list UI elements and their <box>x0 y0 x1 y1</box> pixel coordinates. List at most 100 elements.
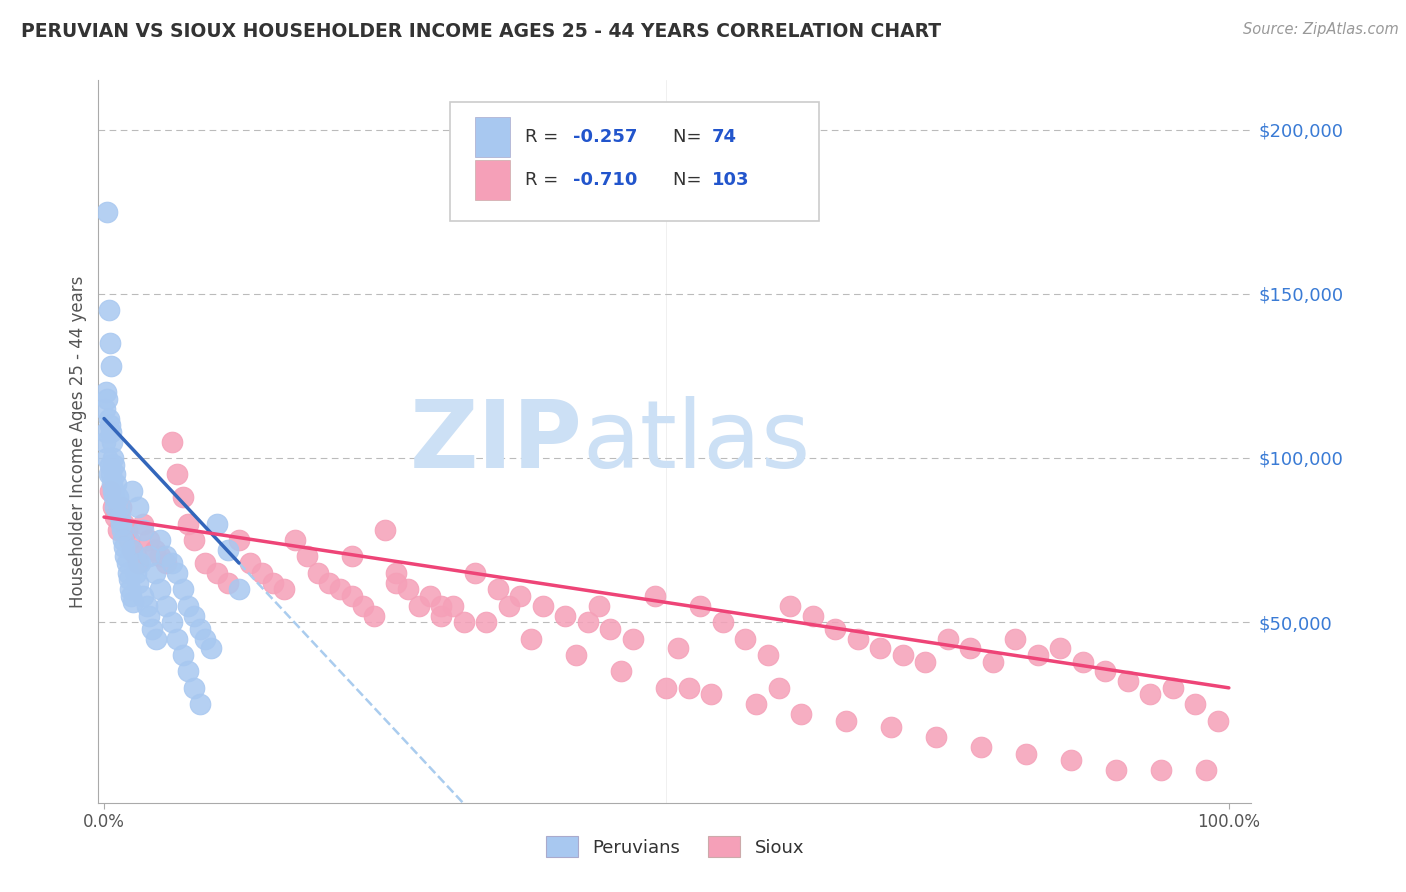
Point <box>107 500 129 515</box>
Point <box>385 566 408 580</box>
Point <box>756 648 779 662</box>
Point <box>711 615 734 630</box>
Point <box>498 599 520 613</box>
Point <box>250 566 273 580</box>
Point <box>599 622 621 636</box>
Point <box>98 458 121 472</box>
Point <box>464 566 486 580</box>
Point <box>385 575 408 590</box>
Point <box>103 491 125 505</box>
Point <box>554 608 576 623</box>
Point <box>1195 763 1218 777</box>
Point <box>408 599 430 613</box>
Text: PERUVIAN VS SIOUX HOUSEHOLDER INCOME AGES 25 - 44 YEARS CORRELATION CHART: PERUVIAN VS SIOUX HOUSEHOLDER INCOME AGE… <box>21 22 941 41</box>
Point <box>936 632 959 646</box>
Point <box>155 556 177 570</box>
Point <box>644 589 666 603</box>
Point <box>441 599 464 613</box>
Point <box>103 458 125 472</box>
Point <box>132 589 155 603</box>
Point <box>205 516 228 531</box>
Point <box>200 641 222 656</box>
Point <box>110 500 132 515</box>
Point <box>1139 687 1161 701</box>
Point <box>188 622 211 636</box>
Point <box>112 540 135 554</box>
Point <box>869 641 891 656</box>
Point <box>114 549 136 564</box>
Text: N=: N= <box>672 128 707 145</box>
FancyBboxPatch shape <box>450 102 820 221</box>
Text: 103: 103 <box>711 171 749 189</box>
Point <box>100 467 122 482</box>
Point <box>98 418 121 433</box>
Point <box>363 608 385 623</box>
Point <box>145 632 167 646</box>
Point <box>1184 698 1206 712</box>
Point <box>509 589 531 603</box>
Point <box>101 477 124 491</box>
Point <box>101 450 124 465</box>
Text: R =: R = <box>524 171 564 189</box>
Point <box>1026 648 1049 662</box>
Point <box>104 467 127 482</box>
Point <box>160 556 183 570</box>
Y-axis label: Householder Income Ages 25 - 44 years: Householder Income Ages 25 - 44 years <box>69 276 87 607</box>
Point <box>678 681 700 695</box>
Point <box>135 599 157 613</box>
Text: -0.710: -0.710 <box>574 171 638 189</box>
Point <box>160 615 183 630</box>
Point <box>1015 747 1038 761</box>
Point <box>115 523 138 537</box>
Point <box>959 641 981 656</box>
Point <box>419 589 441 603</box>
Point <box>396 582 419 597</box>
Point <box>520 632 543 646</box>
Point <box>1105 763 1128 777</box>
Point <box>1161 681 1184 695</box>
Point <box>166 467 188 482</box>
Point <box>120 589 142 603</box>
Point <box>132 523 155 537</box>
Point <box>790 707 813 722</box>
Point <box>121 483 143 498</box>
Point <box>374 523 396 537</box>
Point <box>177 599 200 613</box>
Point <box>112 533 135 547</box>
Point <box>588 599 610 613</box>
Point <box>96 450 118 465</box>
Point <box>96 392 118 406</box>
Point <box>745 698 768 712</box>
Point <box>655 681 678 695</box>
Point <box>430 599 453 613</box>
Point <box>846 632 869 646</box>
Point <box>340 589 363 603</box>
Point <box>205 566 228 580</box>
Legend: Peruvians, Sioux: Peruvians, Sioux <box>538 829 811 864</box>
Point <box>340 549 363 564</box>
Point <box>96 204 118 219</box>
Point <box>149 533 172 547</box>
Point <box>115 556 138 570</box>
Text: 74: 74 <box>711 128 737 145</box>
Point <box>149 582 172 597</box>
Point <box>118 533 141 547</box>
Point <box>143 542 166 557</box>
Point <box>531 599 554 613</box>
Point <box>188 698 211 712</box>
Point <box>100 359 122 373</box>
Point <box>914 655 936 669</box>
Point <box>124 566 146 580</box>
Point <box>183 533 205 547</box>
Point <box>96 385 118 400</box>
Point <box>228 533 250 547</box>
Point <box>172 491 194 505</box>
Point <box>96 425 118 439</box>
Text: N=: N= <box>672 171 707 189</box>
Point <box>127 500 149 515</box>
Point <box>94 401 117 416</box>
Point <box>1049 641 1071 656</box>
Point <box>129 556 152 570</box>
Point <box>1116 674 1139 689</box>
Point <box>177 516 200 531</box>
